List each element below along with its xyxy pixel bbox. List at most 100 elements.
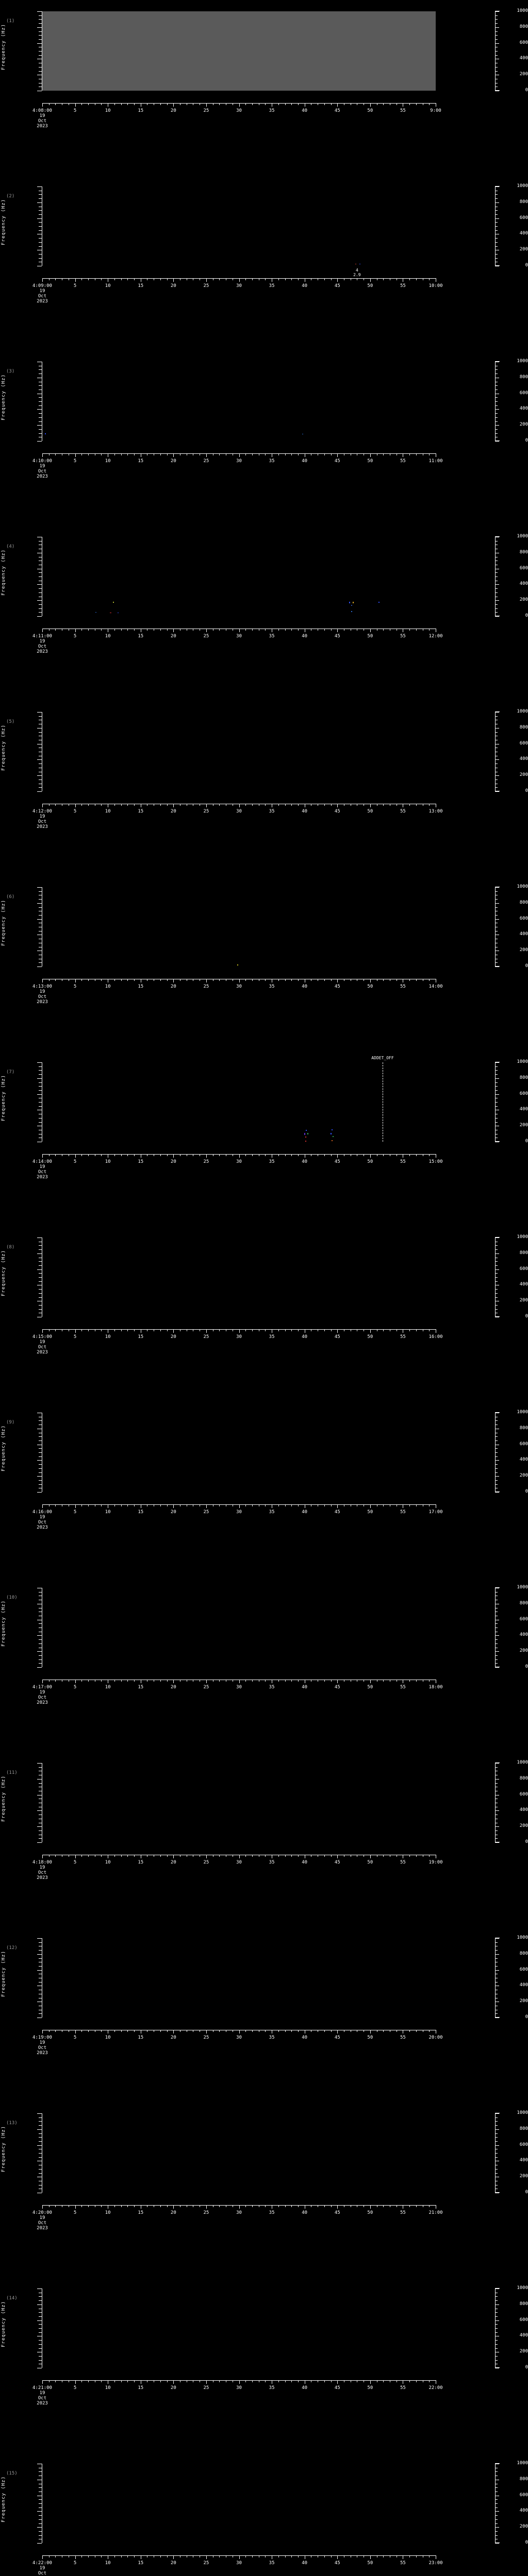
x-axis-tick: [285, 979, 286, 981]
x-axis-tick-label: 10: [105, 459, 111, 464]
x-axis-tick: [48, 979, 50, 981]
x-axis-tick: [127, 2030, 128, 2032]
colorbar-tick: [495, 608, 498, 609]
plot-area[interactable]: [42, 2113, 436, 2193]
spectrogram-panel-8[interactable]: (8) Frequency (Hz) 1000 800 600 400 200 0 4:15:0…: [0, 1226, 528, 1401]
data-point: [349, 601, 351, 603]
x-axis-tick: [134, 2555, 135, 2557]
x-axis-tick: [167, 2205, 168, 2207]
x-axis-tick: [101, 2380, 102, 2382]
x-axis-tick-label: 45: [334, 984, 340, 989]
plot-area[interactable]: [42, 1763, 436, 1842]
spectrogram-panel-10[interactable]: (10) Frequency (Hz) 1000 800 600 400 200 0 4:17:…: [0, 1577, 528, 1752]
x-axis-tick-label: 45: [334, 1159, 340, 1164]
colorbar-tick: [495, 1309, 498, 1310]
plot-area[interactable]: [42, 1938, 436, 2018]
y-axis-tick: [39, 23, 42, 24]
x-axis-tick: [291, 804, 292, 806]
plot-area[interactable]: [42, 187, 436, 266]
plot-area[interactable]: [42, 362, 436, 441]
data-point: [306, 1129, 307, 1131]
plot-area[interactable]: [42, 2289, 436, 2368]
y-axis-tick-label: 400: [519, 2333, 528, 2338]
plot-area[interactable]: [42, 1062, 436, 1142]
x-axis-tick-label: 40: [302, 984, 308, 989]
spectrogram-panel-1[interactable]: (1) Frequency (Hz) 1000 800 600 400 200 0 4:08:0…: [0, 0, 528, 175]
x-axis-tick: [416, 804, 417, 806]
plot-area[interactable]: [42, 887, 436, 967]
y-axis-label: Frequency (Hz): [1, 1600, 6, 1647]
colorbar-tick: [495, 39, 498, 40]
x-axis-tick: [331, 629, 332, 631]
spectrogram-panel-15[interactable]: (15) Frequency (Hz) 1000 800 600 400 200 0 4:22:…: [0, 2452, 528, 2576]
spectrogram-panel-5[interactable]: (5) Frequency (Hz) 1000 800 600 400 200 0 4:12:0…: [0, 701, 528, 876]
data-point: [304, 1133, 306, 1136]
spectrogram-panel-6[interactable]: (6) Frequency (Hz) 1000 800 600 400 200 0 4:13:0…: [0, 876, 528, 1051]
x-axis-tick: [114, 2030, 115, 2032]
colorbar-tick: [495, 1942, 498, 1943]
y-axis-tick: [37, 1269, 42, 1270]
plot-area[interactable]: [42, 537, 436, 616]
plot-area[interactable]: [42, 1588, 436, 1667]
x-axis-tick: [252, 278, 253, 280]
x-axis-tick: [291, 629, 292, 631]
start-time: 4:19:00: [32, 2035, 52, 2040]
plot-area[interactable]: [42, 1238, 436, 1317]
spectrogram-data-block: [42, 11, 436, 91]
x-axis-tick: [265, 979, 266, 981]
x-axis-tick: [239, 629, 240, 632]
date-day: 19: [39, 1164, 45, 1170]
y-axis-tick-label: 1000: [517, 534, 528, 539]
spectrogram-panel-3[interactable]: (3) Frequency (Hz) 1000 800 600 400 200 0 4:10:0…: [0, 350, 528, 526]
plot-area[interactable]: [42, 11, 436, 91]
spectrogram-panel-11[interactable]: (11) Frequency (Hz) 1000 800 600 400 200 0 4:18:…: [0, 1752, 528, 1927]
spectrogram-panel-2[interactable]: (2) Frequency (Hz) 1000 800 600 400 200 0 4:09:0…: [0, 175, 528, 350]
spectrogram-panel-12[interactable]: (12) Frequency (Hz) 1000 800 600 400 200 0 4:19:…: [0, 1927, 528, 2102]
x-axis-tick: [278, 103, 279, 105]
colorbar-tick: [495, 2320, 499, 2321]
spectrogram-panel-9[interactable]: (9) Frequency (Hz) 1000 800 600 400 200 0 4:16:0…: [0, 1401, 528, 1577]
spectrogram-panel-13[interactable]: (13) Frequency (Hz) 1000 800 600 400 200 0 4:20:…: [0, 2102, 528, 2277]
x-axis-tick: [291, 1154, 292, 1156]
x-axis-tick: [75, 1154, 76, 1158]
x-axis-tick: [291, 979, 292, 981]
x-axis-tick: [55, 278, 56, 280]
x-axis-tick-label: 10: [105, 2035, 111, 2040]
colorbar-tick: [495, 779, 498, 780]
colorbar-tick: [495, 2519, 498, 2520]
y-axis-tick-label: 200: [519, 72, 528, 77]
spectrogram-panel-4[interactable]: (4) Frequency (Hz) 1000 800 600 400 200 0 4:11:0…: [0, 526, 528, 701]
x-axis-tick: [278, 453, 279, 455]
spectrogram-panel-7[interactable]: (7) Frequency (Hz) 1000 800 600 400 200 0 4:14:0…: [0, 1051, 528, 1226]
x-axis-tick: [239, 103, 240, 107]
x-axis-tick: [55, 2380, 56, 2382]
x-axis-tick: [134, 629, 135, 631]
x-axis-start-label: 4:15:00 19 Oct 2023: [32, 1334, 52, 1355]
plot-area[interactable]: [42, 712, 436, 791]
plot-area[interactable]: [42, 1413, 436, 1492]
y-axis-tick: [39, 15, 42, 16]
y-axis-tick: [39, 2324, 42, 2325]
x-axis-tick: [291, 2030, 292, 2032]
colorbar-tick: [495, 230, 498, 231]
x-axis-tick: [75, 1504, 76, 1508]
y-axis-tick: [39, 2535, 42, 2536]
colorbar-axis-cap-top: [495, 1412, 500, 1413]
x-axis-tick: [173, 1504, 174, 1508]
start-time: 4:13:00: [32, 984, 52, 989]
x-axis-tick-label: 5: [73, 809, 77, 814]
y-axis-tick: [39, 242, 42, 243]
x-axis-tick: [114, 103, 115, 105]
x-axis-tick: [265, 1154, 266, 1156]
colorbar-tick: [495, 791, 499, 792]
y-axis-tick: [39, 413, 42, 414]
x-axis-tick: [160, 2380, 161, 2382]
plot-area[interactable]: [42, 2464, 436, 2543]
x-axis-tick: [75, 804, 76, 807]
y-axis-tick-label: 200: [519, 1123, 528, 1128]
spectrogram-panel-14[interactable]: (14) Frequency (Hz) 1000 800 600 400 200 0 4:21:…: [0, 2277, 528, 2452]
y-axis-tick-label: 600: [519, 2317, 528, 2323]
colorbar-tick: [495, 787, 498, 788]
colorbar-tick: [495, 891, 498, 892]
x-axis-end-label: 23:00: [428, 2561, 443, 2566]
